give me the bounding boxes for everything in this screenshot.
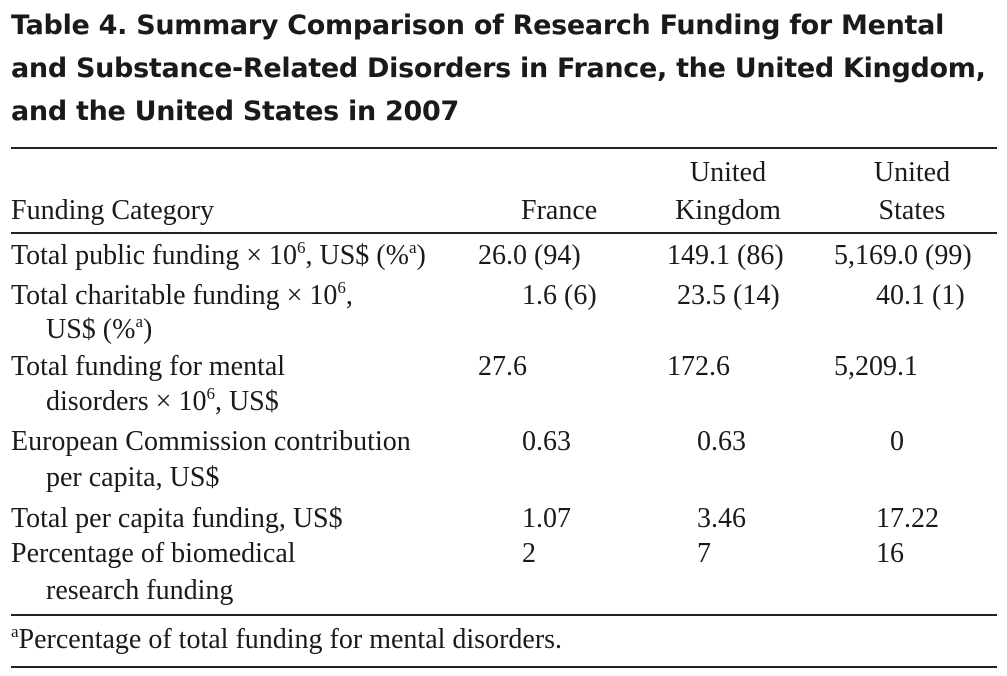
cell-us: 5,209.1 <box>834 351 918 382</box>
table-title: Table 4. Summary Comparison of Research … <box>11 10 986 127</box>
table-bottom-rule <box>11 614 997 616</box>
footnote-marker: a <box>11 622 19 641</box>
label-text: , <box>345 280 353 311</box>
row-label-continued: US$ (%a) <box>46 312 152 348</box>
footnote: aPercentage of total funding for mental … <box>11 622 562 658</box>
cell-france: 1.07 <box>522 503 571 534</box>
row-label: Total public funding × 106, US$ (%a) <box>11 238 426 274</box>
cell-france: 0.63 <box>522 426 571 457</box>
row-label: Percentage of biomedical <box>11 538 296 569</box>
cell-uk: 7 <box>697 538 711 569</box>
label-text: , US$ <box>214 386 279 417</box>
superscript: 6 <box>206 384 215 403</box>
superscript: 6 <box>337 278 346 297</box>
row-label: Total per capita funding, US$ <box>11 503 343 534</box>
footnote-marker: a <box>135 312 143 331</box>
footnote-marker: a <box>408 238 417 257</box>
label-text: ) <box>416 240 426 271</box>
cell-uk: 172.6 <box>667 351 730 382</box>
header-uk-line2: Kingdom <box>675 195 781 226</box>
label-text: , US$ (% <box>305 240 409 271</box>
cell-us: 16 <box>876 538 904 569</box>
header-us-line1: United <box>873 157 951 188</box>
row-label-continued: disorders × 106, US$ <box>46 384 279 420</box>
row-label-continued: research funding <box>46 575 234 606</box>
footnote-rule <box>11 666 997 668</box>
row-label: European Commission contribution <box>11 426 411 457</box>
label-text: US$ (% <box>46 314 136 345</box>
cell-france: 2 <box>522 538 536 569</box>
label-text: ) <box>143 314 153 345</box>
label-text: Total public funding × 10 <box>11 240 298 271</box>
header-rule <box>11 232 997 234</box>
cell-uk: 149.1 (86) <box>667 240 784 271</box>
cell-us: 40.1 (1) <box>876 280 965 311</box>
header-france: France <box>521 195 598 226</box>
label-text: Total charitable funding × 10 <box>11 280 338 311</box>
row-label: Total funding for mental <box>11 351 286 382</box>
title-rule <box>11 147 997 149</box>
header-funding-category: Funding Category <box>11 195 214 226</box>
header-us-line2: States <box>878 195 946 226</box>
cell-uk: 23.5 (14) <box>677 280 780 311</box>
cell-france: 27.6 <box>478 351 527 382</box>
cell-us: 5,169.0 (99) <box>834 240 972 271</box>
cell-uk: 0.63 <box>697 426 746 457</box>
row-label-continued: per capita, US$ <box>46 462 220 493</box>
cell-us: 17.22 <box>876 503 939 534</box>
cell-uk: 3.46 <box>697 503 746 534</box>
footnote-text: Percentage of total funding for mental d… <box>18 624 563 655</box>
cell-us: 0 <box>890 426 904 457</box>
row-label: Total charitable funding × 106, <box>11 278 353 314</box>
cell-france: 1.6 (6) <box>522 280 597 311</box>
label-text: disorders × 10 <box>46 386 207 417</box>
superscript: 6 <box>297 238 306 257</box>
header-uk-line1: United <box>689 157 767 188</box>
cell-france: 26.0 (94) <box>478 240 581 271</box>
